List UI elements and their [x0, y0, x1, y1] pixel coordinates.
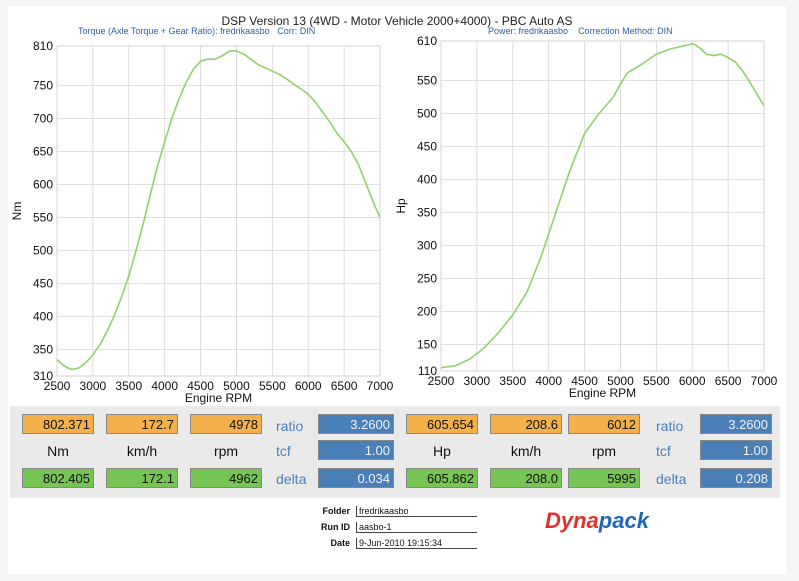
plot-area: [56, 45, 381, 377]
x-tick-label: 7000: [751, 374, 778, 388]
torque-rpm-value-2: 4962: [190, 468, 262, 488]
power-subtitle: Power: fredrikaasbo Correction Method: D…: [488, 26, 673, 36]
date-value: 9-Jun-2010 19:15:34: [356, 538, 477, 549]
x-tick-label: 5500: [259, 379, 286, 393]
x-tick-label: 4500: [187, 379, 214, 393]
torque-chart: 2500 3000 3500 4000 4500 5000 5500 6000 6500 7000…: [10, 39, 394, 405]
plot-area: [440, 40, 765, 372]
y-tick-label: 300: [417, 239, 437, 253]
power-delta-label: delta: [656, 471, 687, 487]
dynapack-logo: Dynapack: [545, 508, 651, 533]
power-kmh-value: 208.6: [490, 414, 562, 434]
torque-ratio-value: 3.2600: [318, 414, 394, 434]
torque-peak-value-2: 802.405: [22, 468, 94, 488]
series-line: [56, 49, 381, 371]
y-tick-label: 200: [417, 305, 437, 319]
x-tick-label: 5000: [607, 374, 634, 388]
torque-delta-value: 0.034: [318, 468, 394, 488]
date-row: Date 9-Jun-2010 19:15:34: [300, 538, 478, 552]
power-ratio-label: ratio: [656, 418, 684, 434]
y-tick-label: 450: [417, 140, 437, 154]
y-tick-label: 110: [418, 364, 437, 378]
y-tick-label: 500: [417, 107, 437, 121]
folder-label: Folder: [322, 506, 350, 516]
x-tick-label: 3500: [115, 379, 142, 393]
x-tick-label: 2500: [44, 379, 71, 393]
runid-label: Run ID: [321, 522, 350, 532]
y-tick-label: 400: [417, 173, 437, 187]
torque-kmh-value: 172.7: [106, 414, 178, 434]
torque-ratio-label: ratio: [276, 418, 304, 434]
y-tick-label: 600: [33, 178, 53, 192]
power-peak-value-2: 605.862: [406, 468, 478, 488]
torque-tcf-value: 1.00: [318, 440, 394, 460]
power-rpm-value-2: 5995: [568, 468, 640, 488]
y-tick-label: 400: [33, 310, 53, 324]
power-rpm-label: rpm: [591, 443, 617, 459]
series-line: [440, 42, 765, 369]
x-axis-label: Engine RPM: [185, 391, 252, 405]
x-axis-label: Engine RPM: [569, 386, 636, 400]
x-tick-label: 6500: [331, 379, 358, 393]
torque-unit-label: Nm: [47, 443, 69, 459]
y-tick-label: 350: [33, 343, 53, 357]
power-chart: 2500 3000 3500 4000 4500 5000 5500 6000 6500 7000…: [395, 34, 778, 400]
x-tick-label: 7000: [367, 379, 394, 393]
torque-tcf-label: tcf: [276, 443, 291, 459]
y-axis-label: Nm: [10, 202, 24, 221]
power-kmh-label: km/h: [510, 443, 542, 459]
y-tick-label: 750: [33, 79, 53, 93]
y-tick-label: 250: [417, 272, 437, 286]
y-tick-label: 810: [33, 39, 53, 53]
torque-rpm-value: 4978: [190, 414, 262, 434]
y-tick-label: 500: [33, 244, 53, 258]
runid-value: aasbo-1: [356, 522, 477, 533]
torque-peak-value: 802.371: [22, 414, 94, 434]
y-tick-label: 350: [417, 206, 437, 220]
readout-panel: 802.371 172.7 4978 ratio 3.2600 Nm km/h …: [10, 406, 780, 498]
date-label: Date: [330, 538, 350, 548]
x-tick-label: 6000: [295, 379, 322, 393]
torque-kmh-value-2: 172.1: [106, 468, 178, 488]
x-tick-label: 5000: [223, 379, 250, 393]
x-tick-label: 4000: [151, 379, 178, 393]
y-tick-label: 450: [33, 277, 53, 291]
x-tick-label: 3000: [80, 379, 107, 393]
x-tick-label: 3000: [464, 374, 491, 388]
torque-rpm-label: rpm: [213, 443, 239, 459]
y-tick-label: 550: [417, 74, 437, 88]
x-tick-label: 2500: [428, 374, 455, 388]
run-info: Folder fredrikaasbo Run ID aasbo-1 Date …: [300, 500, 478, 552]
power-rpm-value: 6012: [568, 414, 640, 434]
power-unit-label: Hp: [433, 443, 451, 459]
logo-text: Dynapack: [545, 508, 651, 533]
power-peak-value: 605.654: [406, 414, 478, 434]
y-tick-label: 650: [33, 145, 53, 159]
runid-row: Run ID aasbo-1: [300, 522, 478, 536]
x-tick-label: 6000: [679, 374, 706, 388]
x-tick-label: 6500: [715, 374, 742, 388]
x-tick-label: 4000: [535, 374, 562, 388]
y-tick-label: 150: [417, 338, 437, 352]
torque-kmh-label: km/h: [126, 443, 158, 459]
power-tcf-label: tcf: [656, 443, 671, 459]
power-ratio-value: 3.2600: [700, 414, 772, 434]
folder-value: fredrikaasbo: [356, 506, 477, 517]
power-kmh-value-2: 208.0: [490, 468, 562, 488]
x-tick-label: 4500: [571, 374, 598, 388]
y-tick-label: 550: [33, 211, 53, 225]
power-delta-value: 0.208: [700, 468, 772, 488]
folder-row: Folder fredrikaasbo: [300, 506, 478, 520]
x-tick-label: 3500: [499, 374, 526, 388]
sheet-title: DSP Version 13 (4WD - Motor Vehicle 2000…: [221, 14, 573, 28]
y-tick-label: 310: [33, 369, 53, 383]
torque-subtitle: Torque (Axle Torque + Gear Ratio): fredr…: [78, 26, 316, 36]
y-tick-label: 700: [33, 112, 53, 126]
power-tcf-value: 1.00: [700, 440, 772, 460]
torque-delta-label: delta: [276, 471, 307, 487]
y-tick-label: 610: [417, 34, 437, 48]
x-tick-label: 5500: [643, 374, 670, 388]
y-axis-label: Hp: [395, 198, 408, 214]
